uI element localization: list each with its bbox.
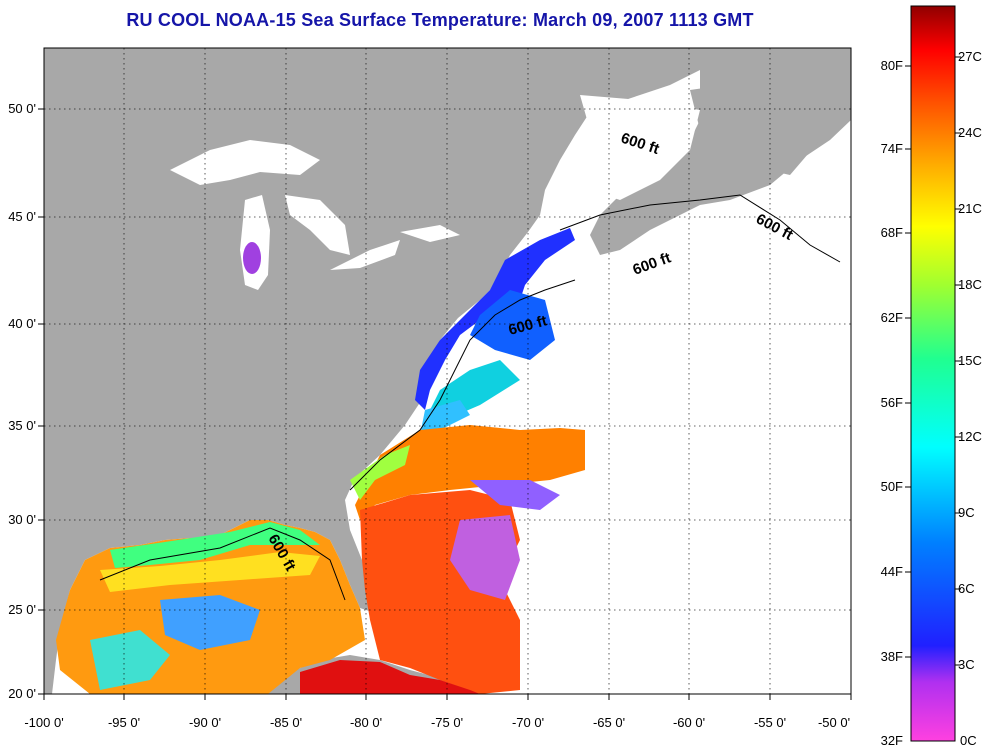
colorbar-c-label: 18C <box>958 277 982 292</box>
lon-label: -60 0' <box>673 715 705 730</box>
lon-label: -70 0' <box>512 715 544 730</box>
sst-northeast-shelf <box>415 228 575 410</box>
lat-label: 20 0' <box>8 686 36 701</box>
sst-purple-streak <box>470 480 560 510</box>
colorbar-c-label: 27C <box>958 49 982 64</box>
latitude-labels: 50 0' 45 0' 40 0' 35 0' 30 0' 25 0' 20 0… <box>8 101 36 701</box>
colorbar-f-label: 80F <box>881 58 903 73</box>
tick-marks <box>38 108 852 700</box>
lake-huron <box>285 195 350 255</box>
lat-label: 40 0' <box>8 316 36 331</box>
lon-label: -100 0' <box>24 715 63 730</box>
lon-label: -80 0' <box>350 715 382 730</box>
colorbar-c-label: 3C <box>958 657 975 672</box>
colorbar-f-label: 74F <box>881 141 903 156</box>
lon-label: -85 0' <box>270 715 302 730</box>
colorbar-c-label: 0C <box>960 733 977 748</box>
lake-ontario <box>400 225 460 242</box>
lat-label: 45 0' <box>8 209 36 224</box>
map-title: RU COOL NOAA-15 Sea Surface Temperature:… <box>126 10 754 30</box>
gulf-st-lawrence <box>580 95 700 200</box>
sst-gulf-south-cyan <box>90 630 170 690</box>
lon-label: -50 0' <box>818 715 850 730</box>
sst-gulf-stream <box>355 425 585 520</box>
colorbar-f-label: 62F <box>881 310 903 325</box>
land-north-america <box>44 48 700 694</box>
lake-superior <box>170 140 320 185</box>
lat-label: 35 0' <box>8 418 36 433</box>
colorbar-c-label: 15C <box>958 353 982 368</box>
colorbar-f-label: 50F <box>881 479 903 494</box>
lat-label: 50 0' <box>8 101 36 116</box>
sst-gulf-of-maine <box>470 290 555 360</box>
lon-label: -65 0' <box>593 715 625 730</box>
colorbar-f-label: 38F <box>881 649 903 664</box>
sst-caribbean-red <box>300 660 480 694</box>
sst-gulf-stream-edge <box>350 445 410 500</box>
longitude-labels: -100 0' -95 0' -90 0' -85 0' -80 0' -75 … <box>24 715 850 730</box>
lon-label: -75 0' <box>431 715 463 730</box>
lake-erie <box>330 240 400 270</box>
colorbar-gradient <box>910 5 956 742</box>
colorbar-c-label: 9C <box>958 505 975 520</box>
colorbar-f-label: 44F <box>881 564 903 579</box>
colorbar-c-label: 6C <box>958 581 975 596</box>
colorbar-f-label: 56F <box>881 395 903 410</box>
sst-mid-atlantic-bight <box>420 400 470 435</box>
lat-label: 30 0' <box>8 512 36 527</box>
colorbar-c-label: 21C <box>958 201 982 216</box>
sst-lake-michigan-patch <box>243 242 261 274</box>
colorbar-f-label: 68F <box>881 225 903 240</box>
lon-label: -90 0' <box>189 715 221 730</box>
sst-gulf-shelf-north <box>110 522 320 568</box>
isobath-600ft-contour <box>99 194 841 601</box>
lon-label: -95 0' <box>108 715 140 730</box>
sst-offshore-cloud-streak <box>450 515 520 600</box>
sst-gulf-center-mix <box>160 595 260 650</box>
colorbar: 80F 74F 68F 62F 56F 50F 44F 38F 32F 27C … <box>881 5 982 748</box>
colorbar-c-label: 24C <box>958 125 982 140</box>
colorbar-c-label: 12C <box>958 429 982 444</box>
land-newfoundland <box>690 80 820 175</box>
sst-gulf-yellow-band <box>100 552 320 592</box>
lon-label: -55 0' <box>754 715 786 730</box>
colorbar-f-label: 32F <box>881 733 903 748</box>
lat-label: 25 0' <box>8 602 36 617</box>
